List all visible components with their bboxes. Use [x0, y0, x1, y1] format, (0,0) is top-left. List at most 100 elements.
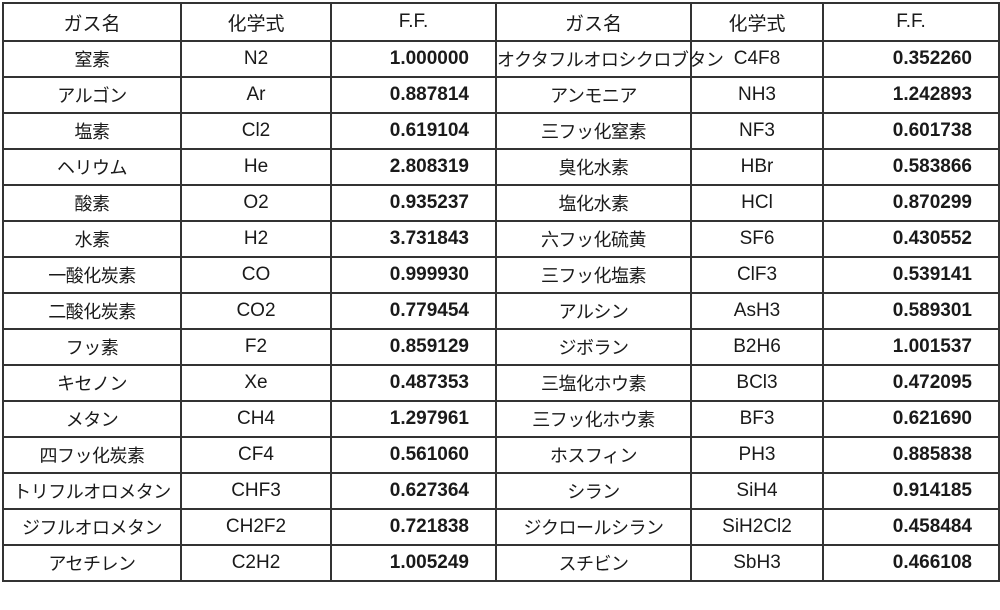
table-row: ヘリウム He 2.808319 臭化水素 HBr 0.583866: [2, 148, 1000, 186]
table-row: ジフルオロメタン CH2F2 0.721838 ジクロールシラン SiH2Cl2 0.45…: [2, 508, 1000, 546]
formula-cell: BF3: [690, 400, 824, 438]
formula-cell: HCl: [690, 184, 824, 222]
formula-cell: CO2: [180, 292, 332, 330]
ff-cell: 0.583866: [822, 148, 1000, 186]
ff-cell: 0.487353: [330, 364, 497, 402]
ff-cell: 0.539141: [822, 256, 1000, 294]
formula-cell: CH2F2: [180, 508, 332, 546]
formula-cell: C4F8: [690, 40, 824, 78]
table-row: 四フッ化炭素 CF4 0.561060 ホスフィン PH3 0.885838: [2, 436, 1000, 474]
formula-cell: H2: [180, 220, 332, 258]
table-row: キセノン Xe 0.487353 三塩化ホウ素 BCl3 0.472095: [2, 364, 1000, 402]
gas-factor-table: ガス名 化学式 F.F. ガス名 化学式 F.F. 窒素 N2 1.000000 オク…: [2, 2, 1000, 582]
ff-cell: 0.870299: [822, 184, 1000, 222]
formula-cell: PH3: [690, 436, 824, 474]
header-formula: 化学式: [180, 2, 332, 42]
ff-cell: 1.005249: [330, 544, 497, 582]
gas-name-cell: フッ素: [2, 328, 182, 366]
formula-cell: NF3: [690, 112, 824, 150]
ff-cell: 2.808319: [330, 148, 497, 186]
table-row: フッ素 F2 0.859129 ジボラン B2H6 1.001537: [2, 328, 1000, 366]
formula-cell: B2H6: [690, 328, 824, 366]
formula-cell: SiH4: [690, 472, 824, 510]
gas-name-cell: 水素: [2, 220, 182, 258]
gas-name-cell: 三フッ化ホウ素: [495, 400, 692, 438]
gas-name-cell: 塩素: [2, 112, 182, 150]
gas-name-cell: トリフルオロメタン: [2, 472, 182, 510]
gas-name-cell: 臭化水素: [495, 148, 692, 186]
ff-cell: 1.000000: [330, 40, 497, 78]
formula-cell: O2: [180, 184, 332, 222]
formula-cell: C2H2: [180, 544, 332, 582]
formula-cell: SF6: [690, 220, 824, 258]
formula-cell: CO: [180, 256, 332, 294]
table-row: メタン CH4 1.297961 三フッ化ホウ素 BF3 0.621690: [2, 400, 1000, 438]
ff-cell: 0.859129: [330, 328, 497, 366]
ff-cell: 0.561060: [330, 436, 497, 474]
gas-name-cell: メタン: [2, 400, 182, 438]
formula-cell: He: [180, 148, 332, 186]
header-gas-name: ガス名: [2, 2, 182, 42]
ff-cell: 0.627364: [330, 472, 497, 510]
ff-cell: 0.352260: [822, 40, 1000, 78]
table-row: 酸素 O2 0.935237 塩化水素 HCl 0.870299: [2, 184, 1000, 222]
header-gas-name: ガス名: [495, 2, 692, 42]
gas-name-cell: ジボラン: [495, 328, 692, 366]
gas-name-cell: オクタフルオロシクロブタン: [495, 40, 724, 78]
ff-cell: 1.242893: [822, 76, 1000, 114]
table-row: 水素 H2 3.731843 六フッ化硫黄 SF6 0.430552: [2, 220, 1000, 258]
table-row: 塩素 Cl2 0.619104 三フッ化窒素 NF3 0.601738: [2, 112, 1000, 150]
table-row: アルゴン Ar 0.887814 アンモニア NH3 1.242893: [2, 76, 1000, 114]
table-row: 窒素 N2 1.000000 オクタフルオロシクロブタン C4F8 0.352260: [2, 40, 1000, 78]
gas-name-cell: 一酸化炭素: [2, 256, 182, 294]
ff-cell: 0.914185: [822, 472, 1000, 510]
header-formula: 化学式: [690, 2, 824, 42]
formula-cell: CF4: [180, 436, 332, 474]
formula-cell: CHF3: [180, 472, 332, 510]
gas-name-cell: 三塩化ホウ素: [495, 364, 692, 402]
table-row: 二酸化炭素 CO2 0.779454 アルシン AsH3 0.589301: [2, 292, 1000, 330]
gas-name-cell: ジクロールシラン: [495, 508, 692, 546]
gas-name-cell: アセチレン: [2, 544, 182, 582]
formula-cell: HBr: [690, 148, 824, 186]
header-row: ガス名 化学式 F.F. ガス名 化学式 F.F.: [2, 2, 1000, 42]
formula-cell: Cl2: [180, 112, 332, 150]
ff-cell: 1.297961: [330, 400, 497, 438]
ff-cell: 0.935237: [330, 184, 497, 222]
gas-name-cell: アルゴン: [2, 76, 182, 114]
gas-name-cell: 四フッ化炭素: [2, 436, 182, 474]
gas-name-cell: 六フッ化硫黄: [495, 220, 692, 258]
formula-cell: SbH3: [690, 544, 824, 582]
ff-cell: 0.601738: [822, 112, 1000, 150]
formula-cell: BCl3: [690, 364, 824, 402]
gas-name-cell: ジフルオロメタン: [2, 508, 182, 546]
ff-cell: 0.779454: [330, 292, 497, 330]
gas-name-cell: 二酸化炭素: [2, 292, 182, 330]
gas-name-cell: 酸素: [2, 184, 182, 222]
gas-name-cell: スチビン: [495, 544, 692, 582]
gas-name-cell: アルシン: [495, 292, 692, 330]
formula-cell: AsH3: [690, 292, 824, 330]
gas-name-cell: 窒素: [2, 40, 182, 78]
ff-cell: 0.885838: [822, 436, 1000, 474]
ff-cell: 0.589301: [822, 292, 1000, 330]
gas-name-cell: ホスフィン: [495, 436, 692, 474]
formula-cell: NH3: [690, 76, 824, 114]
gas-name-cell: シラン: [495, 472, 692, 510]
gas-name-cell: 塩化水素: [495, 184, 692, 222]
gas-name-cell: 三フッ化塩素: [495, 256, 692, 294]
table-row: 一酸化炭素 CO 0.999930 三フッ化塩素 ClF3 0.539141: [2, 256, 1000, 294]
formula-cell: F2: [180, 328, 332, 366]
formula-cell: SiH2Cl2: [690, 508, 824, 546]
ff-cell: 0.458484: [822, 508, 1000, 546]
gas-name-cell: アンモニア: [495, 76, 692, 114]
gas-name-cell: キセノン: [2, 364, 182, 402]
ff-cell: 0.619104: [330, 112, 497, 150]
header-ff: F.F.: [330, 2, 497, 42]
ff-cell: 0.999930: [330, 256, 497, 294]
table-row: アセチレン C2H2 1.005249 スチビン SbH3 0.466108: [2, 544, 1000, 582]
ff-cell: 0.430552: [822, 220, 1000, 258]
formula-cell: Xe: [180, 364, 332, 402]
ff-cell: 0.721838: [330, 508, 497, 546]
ff-cell: 0.621690: [822, 400, 1000, 438]
